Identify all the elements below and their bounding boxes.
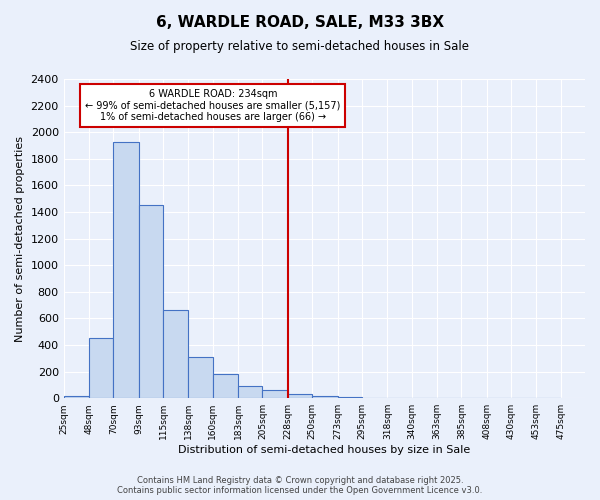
Bar [89, 338, 113, 398]
Text: Contains HM Land Registry data © Crown copyright and database right 2025.
Contai: Contains HM Land Registry data © Crown c… [118, 476, 482, 495]
Bar [64, 396, 89, 398]
Bar [312, 396, 338, 398]
Bar [338, 397, 362, 398]
X-axis label: Distribution of semi-detached houses by size in Sale: Distribution of semi-detached houses by … [178, 445, 470, 455]
Bar [238, 386, 262, 398]
Text: 6 WARDLE ROAD: 234sqm
← 99% of semi-detached houses are smaller (5,157)
1% of se: 6 WARDLE ROAD: 234sqm ← 99% of semi-deta… [85, 89, 340, 122]
Bar [262, 390, 288, 398]
Bar [288, 394, 312, 398]
Bar [139, 206, 163, 398]
Bar [188, 357, 213, 398]
Y-axis label: Number of semi-detached properties: Number of semi-detached properties [15, 136, 25, 342]
Text: 6, WARDLE ROAD, SALE, M33 3BX: 6, WARDLE ROAD, SALE, M33 3BX [156, 15, 444, 30]
Bar [113, 142, 139, 398]
Text: Size of property relative to semi-detached houses in Sale: Size of property relative to semi-detach… [131, 40, 470, 53]
Bar [213, 374, 238, 398]
Bar [163, 310, 188, 398]
